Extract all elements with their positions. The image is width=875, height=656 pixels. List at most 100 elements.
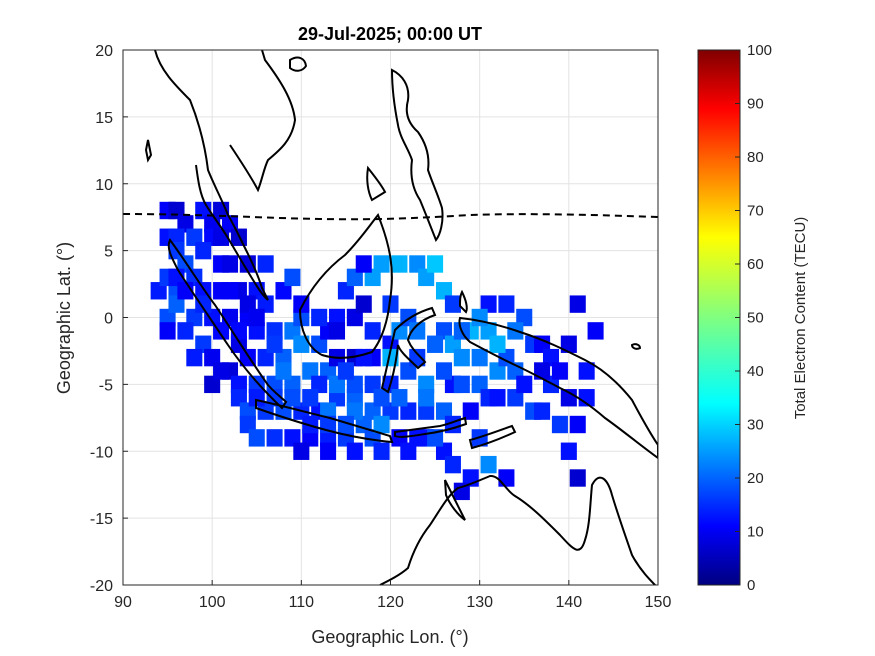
tec-cell xyxy=(355,295,372,313)
tec-cell xyxy=(355,348,372,367)
tec-cell xyxy=(320,429,337,447)
y-axis-label: Geographic Lat. (°) xyxy=(54,242,74,394)
tec-cell xyxy=(534,362,551,380)
tec-cell xyxy=(168,295,185,313)
tec-cell xyxy=(320,362,337,380)
tec-cell xyxy=(275,362,292,380)
tec-cell xyxy=(364,375,381,394)
colorbar-tick-label: 100 xyxy=(747,42,772,59)
tec-cell xyxy=(328,375,346,394)
colorbar-tick-label: 70 xyxy=(747,203,764,220)
tec-cell xyxy=(569,469,586,487)
tec-cell xyxy=(453,375,470,394)
y-tick-label: 20 xyxy=(95,43,113,60)
tec-cell xyxy=(204,348,221,367)
tec-cell xyxy=(373,255,390,273)
tec-cell xyxy=(453,348,470,367)
tec-cell xyxy=(489,335,506,353)
colorbar-tick-label: 50 xyxy=(747,310,764,327)
tec-cell xyxy=(435,322,453,340)
y-tick-label: -10 xyxy=(90,444,113,461)
tec-cell xyxy=(489,362,506,380)
tec-cell xyxy=(346,389,363,407)
tec-cell xyxy=(409,255,426,273)
colorbar xyxy=(697,49,741,586)
tec-cell xyxy=(195,335,212,353)
tec-cell xyxy=(400,442,417,460)
tec-cell xyxy=(578,389,595,407)
tec-cell xyxy=(328,322,346,340)
tec-cell xyxy=(427,255,444,273)
tec-cell xyxy=(560,335,577,353)
tec-cell xyxy=(542,348,560,367)
colorbar-tick-label: 30 xyxy=(747,417,764,434)
tec-cell xyxy=(471,375,488,394)
tec-cell xyxy=(337,415,354,434)
x-axis-label: Geographic Lon. (°) xyxy=(311,627,468,647)
tec-cell xyxy=(311,375,328,394)
tec-cell xyxy=(275,282,292,300)
x-tick-label: 120 xyxy=(377,594,404,611)
tec-cell xyxy=(320,402,337,420)
tec-cell xyxy=(391,389,408,407)
y-axis-ticks: -20 -15 -10 -5 0 5 10 15 20 xyxy=(90,43,128,595)
tec-cell xyxy=(284,375,301,394)
tec-cell xyxy=(435,402,453,420)
tec-cell xyxy=(275,348,292,367)
tec-cell xyxy=(551,415,568,434)
tec-cell xyxy=(266,335,283,353)
tec-cell xyxy=(284,268,301,287)
tec-cell xyxy=(248,429,265,447)
tec-cell xyxy=(302,362,319,380)
tec-cell xyxy=(364,322,381,340)
tec-cell xyxy=(471,348,488,367)
tec-cell xyxy=(364,402,381,420)
colorbar-tick-label: 20 xyxy=(747,470,764,487)
tec-cell xyxy=(444,295,461,313)
tec-cell xyxy=(213,362,230,380)
x-tick-label: 130 xyxy=(466,594,493,611)
magnetic-equator-line xyxy=(123,213,658,221)
tec-cell xyxy=(177,322,194,340)
tec-cell xyxy=(498,469,515,487)
tec-cell xyxy=(364,268,381,287)
tec-cell xyxy=(328,389,346,407)
tec-cell xyxy=(489,389,506,407)
tec-cell xyxy=(534,335,551,353)
tec-cell xyxy=(418,402,435,420)
tec-cell xyxy=(248,308,265,327)
tec-cell xyxy=(186,348,203,367)
tec-cell xyxy=(195,241,212,260)
tec-cell xyxy=(302,415,319,434)
tec-cell xyxy=(337,362,354,380)
tec-cell xyxy=(195,295,212,313)
colorbar-label: Total Electron Content (TECU) xyxy=(792,217,809,420)
tec-cell xyxy=(177,215,194,233)
tec-cell xyxy=(435,362,453,380)
tec-cell xyxy=(373,415,390,434)
tec-cell xyxy=(560,389,577,407)
x-tick-label: 150 xyxy=(645,594,672,611)
tec-cell xyxy=(587,322,604,340)
tec-cell xyxy=(266,322,283,340)
x-tick-label: 100 xyxy=(199,594,226,611)
tec-cell xyxy=(427,335,444,353)
tec-cell xyxy=(516,375,533,394)
tec-cell xyxy=(239,295,256,313)
colorbar-tick-label: 0 xyxy=(747,577,755,594)
tec-cell xyxy=(551,362,568,380)
tec-cell xyxy=(284,429,301,447)
tec-cell xyxy=(248,375,265,394)
x-axis-ticks: 90 100 110 120 130 140 150 xyxy=(114,580,671,611)
y-tick-label: -15 xyxy=(90,511,113,528)
y-tick-label: 0 xyxy=(104,311,113,328)
colorbar-ticks: 0 10 20 30 40 50 60 70 80 90 100 xyxy=(735,42,772,594)
tec-cell xyxy=(337,282,354,300)
tec-cell xyxy=(186,228,203,246)
tec-cell xyxy=(266,389,283,407)
y-tick-label: 5 xyxy=(104,244,113,261)
y-tick-label: 10 xyxy=(95,177,113,194)
tec-cell xyxy=(409,348,426,367)
colorbar-tick-label: 90 xyxy=(747,96,764,113)
